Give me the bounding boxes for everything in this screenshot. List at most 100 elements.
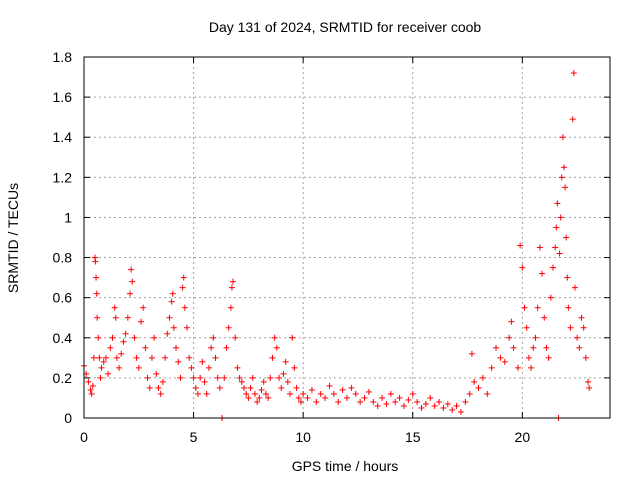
data-point — [100, 358, 107, 365]
data-point — [374, 402, 381, 409]
data-point — [569, 116, 576, 123]
data-point — [400, 402, 407, 409]
data-point — [287, 390, 294, 397]
data-point — [475, 384, 482, 391]
data-point — [194, 390, 201, 397]
data-point — [444, 400, 451, 407]
data-point — [497, 354, 504, 361]
data-point — [291, 364, 298, 371]
x-axis-label: GPS time / hours — [292, 458, 399, 474]
data-point — [471, 378, 478, 385]
data-point — [567, 324, 574, 331]
data-point — [554, 200, 561, 207]
data-point — [545, 354, 552, 361]
data-point — [168, 298, 175, 305]
data-point — [571, 284, 578, 291]
data-point — [462, 398, 469, 405]
data-point — [534, 304, 541, 311]
data-point — [208, 344, 215, 351]
data-point — [563, 234, 570, 241]
data-point — [553, 224, 560, 231]
y-tick-label: 0.2 — [53, 370, 73, 386]
data-points — [81, 70, 593, 421]
data-point — [234, 364, 241, 371]
data-point — [135, 364, 142, 371]
y-tick-label: 1.6 — [53, 89, 73, 105]
data-point — [521, 304, 528, 311]
data-point — [586, 384, 593, 391]
data-point — [313, 398, 320, 405]
data-point — [278, 384, 285, 391]
data-point — [228, 284, 235, 291]
data-point — [260, 378, 267, 385]
data-point — [124, 314, 131, 321]
data-point — [197, 374, 204, 381]
data-point — [166, 314, 173, 321]
data-point — [180, 274, 187, 281]
data-point — [574, 334, 581, 341]
data-point — [528, 364, 535, 371]
data-point — [251, 390, 258, 397]
data-point — [468, 350, 475, 357]
data-point — [118, 350, 125, 357]
chart-title: Day 131 of 2024, SRMTID for receiver coo… — [209, 19, 482, 35]
data-point — [127, 290, 134, 297]
data-point — [184, 324, 191, 331]
data-point — [580, 324, 587, 331]
data-point — [530, 344, 537, 351]
data-point — [436, 398, 443, 405]
data-point — [519, 264, 526, 271]
data-point — [300, 390, 307, 397]
data-point — [157, 390, 164, 397]
data-point — [129, 278, 136, 285]
data-point — [484, 390, 491, 397]
data-point — [169, 290, 176, 297]
data-point — [98, 364, 105, 371]
data-point — [539, 270, 546, 277]
data-point — [93, 274, 100, 281]
data-point — [449, 406, 456, 413]
y-tick-label: 0.8 — [53, 250, 73, 266]
data-point — [122, 330, 129, 337]
y-tick-label: 0 — [64, 410, 72, 426]
data-point — [418, 404, 425, 411]
data-point — [177, 374, 184, 381]
data-point — [210, 334, 217, 341]
data-point — [181, 304, 188, 311]
data-point — [506, 334, 513, 341]
data-point — [111, 304, 118, 311]
data-point — [578, 314, 585, 321]
data-point — [267, 374, 274, 381]
data-point — [317, 390, 324, 397]
tick-labels: 0 0.2 0.4 0.6 0.8 1 1.2 1.4 1.6 1.8 0 5 10 15 20 — [53, 49, 531, 445]
data-point — [293, 384, 300, 391]
data-point — [525, 354, 532, 361]
data-point — [265, 394, 272, 401]
data-point — [113, 354, 120, 361]
data-point — [88, 390, 95, 397]
data-point — [164, 330, 171, 337]
data-point — [322, 394, 329, 401]
data-point — [230, 278, 237, 285]
data-point — [102, 354, 109, 361]
data-point — [357, 398, 364, 405]
data-point — [186, 354, 193, 361]
data-point — [422, 400, 429, 407]
data-point — [262, 390, 269, 397]
data-point — [109, 334, 116, 341]
data-point — [457, 408, 464, 415]
data-point — [330, 390, 337, 397]
data-point — [560, 164, 567, 171]
data-point — [236, 374, 243, 381]
data-point — [543, 344, 550, 351]
data-point — [559, 134, 566, 141]
data-point — [201, 378, 208, 385]
data-point — [153, 370, 160, 377]
data-point — [105, 370, 112, 377]
data-point — [335, 398, 342, 405]
data-point — [120, 338, 127, 345]
data-point — [93, 290, 100, 297]
plot-frame — [83, 56, 611, 419]
data-point — [552, 244, 559, 251]
